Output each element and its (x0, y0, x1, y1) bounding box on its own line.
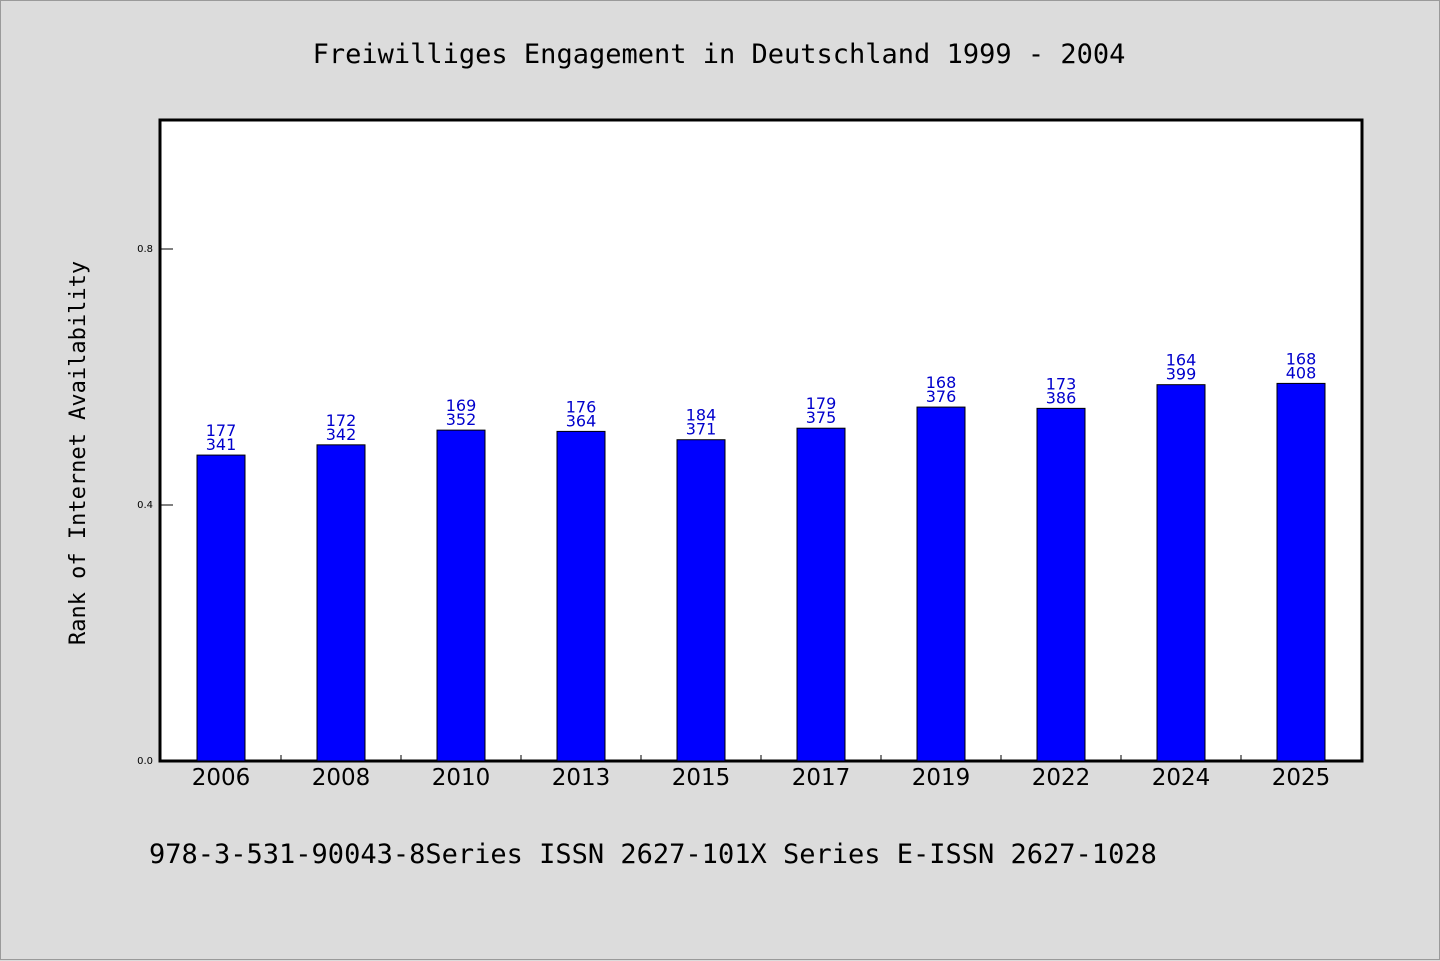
x-tick-label: 2010 (432, 765, 491, 791)
bar (796, 427, 846, 762)
bar (316, 444, 366, 762)
bar-label-bottom: 408 (1286, 363, 1317, 382)
bar (1276, 382, 1326, 762)
x-axis: 2006 2008 2010 2013 2015 2017 2019 2022 2024 2025 (192, 755, 1331, 791)
bar-label-top: 172 (326, 411, 357, 430)
y-tick-label: 0.4 (137, 500, 153, 511)
y-tick-label: 0.0 (137, 756, 153, 767)
y-tick-label: 0.8 (137, 244, 153, 255)
bar (196, 454, 246, 762)
x-tick-label: 2006 (192, 765, 251, 791)
bar-label-bottom: 386 (1046, 388, 1077, 407)
x-tick-label: 2015 (672, 765, 731, 791)
bar-label-bottom: 342 (326, 425, 357, 444)
bar (436, 429, 486, 762)
bar-label-top: 179 (806, 394, 837, 413)
bar (556, 430, 606, 762)
bar-label-top: 168 (926, 373, 957, 392)
bar (676, 439, 726, 762)
bar-label-bottom: 371 (686, 420, 717, 439)
bar-label-bottom: 364 (566, 411, 597, 430)
x-tick-label: 2013 (552, 765, 611, 791)
bar (916, 406, 966, 762)
bar-label-top: 177 (206, 421, 237, 440)
bar-label-bottom: 352 (446, 410, 477, 429)
y-axis: 0.0 0.4 0.8 (137, 244, 173, 767)
bar-label-top: 176 (566, 397, 597, 416)
x-tick-label: 2017 (792, 765, 851, 791)
bar-label-bottom: 375 (806, 408, 837, 427)
bar-label-bottom: 341 (206, 435, 237, 454)
x-tick-label: 2022 (1032, 765, 1091, 791)
bar-label-bottom: 376 (926, 387, 957, 406)
bar-label-top: 173 (1046, 374, 1077, 393)
bar-label-top: 168 (1286, 349, 1317, 368)
bar (1156, 384, 1206, 762)
bar-label-top: 169 (446, 396, 477, 415)
x-tick-label: 2019 (912, 765, 971, 791)
bar-label-top: 164 (1166, 351, 1197, 370)
x-tick-label: 2008 (312, 765, 371, 791)
y-axis-label: Rank of Internet Availability (66, 261, 91, 645)
bar-label-top: 184 (686, 406, 717, 425)
x-tick-label: 2024 (1152, 765, 1211, 791)
bar-label-bottom: 399 (1166, 365, 1197, 384)
bar (1036, 407, 1086, 762)
x-tick-label: 2025 (1272, 765, 1331, 791)
chart-title: Freiwilliges Engagement in Deutschland 1… (313, 39, 1126, 70)
footer-text: 978-3-531-90043-8Series ISSN 2627-101X S… (149, 839, 1157, 870)
